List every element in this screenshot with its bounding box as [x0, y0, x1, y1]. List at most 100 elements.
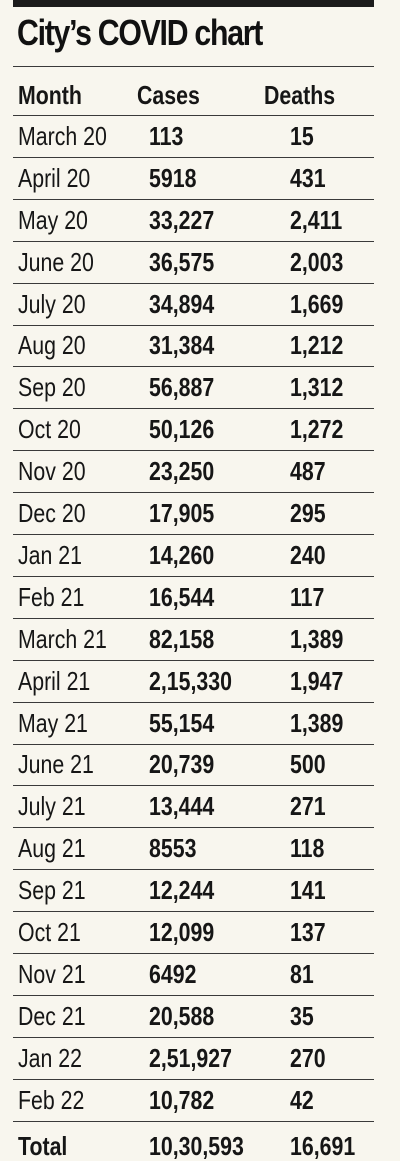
row-deaths: 431	[290, 162, 326, 193]
row-rule	[13, 1036, 374, 1038]
row-rule	[13, 1078, 374, 1080]
row-month: March 20	[18, 120, 107, 151]
row-month: July 20	[18, 288, 86, 319]
column-header-cases: Cases	[137, 80, 200, 110]
row-rule	[13, 911, 374, 913]
row-rule	[13, 240, 374, 242]
row-month: June 21	[18, 749, 94, 780]
row-cases: 5918	[149, 162, 197, 193]
row-month: Feb 22	[18, 1084, 85, 1115]
title-rule	[13, 66, 374, 67]
row-month: Sep 20	[18, 372, 86, 403]
row-deaths: 1,389	[290, 707, 344, 738]
row-month: Feb 21	[18, 581, 85, 612]
row-deaths: 270	[290, 1042, 326, 1073]
row-rule	[13, 827, 374, 829]
row-cases: 56,887	[149, 372, 215, 403]
row-month: April 20	[18, 162, 91, 193]
row-rule	[13, 617, 374, 619]
total-deaths: 16,691	[290, 1130, 356, 1161]
row-rule	[13, 156, 374, 158]
row-deaths: 2,411	[290, 204, 343, 235]
row-cases: 10,782	[149, 1084, 215, 1115]
row-cases: 13,444	[149, 791, 215, 822]
row-deaths: 81	[290, 958, 314, 989]
row-cases: 31,384	[149, 330, 215, 361]
column-header-month: Month	[18, 80, 82, 110]
row-month: Oct 20	[18, 414, 81, 445]
row-cases: 6492	[149, 958, 197, 989]
row-month: Oct 21	[18, 917, 81, 948]
top-bar	[13, 0, 374, 7]
row-cases: 20,739	[149, 749, 215, 780]
row-deaths: 1,212	[290, 330, 344, 361]
row-deaths: 1,947	[290, 665, 344, 696]
row-deaths: 1,272	[290, 414, 344, 445]
chart-title: City’s COVID chart	[17, 12, 263, 53]
row-rule	[13, 324, 374, 326]
row-deaths: 137	[290, 917, 326, 948]
row-rule	[13, 869, 374, 871]
row-month: March 21	[18, 623, 107, 654]
row-rule	[13, 953, 374, 954]
row-cases: 17,905	[149, 498, 215, 529]
row-rule	[13, 408, 374, 410]
total-cases: 10,30,593	[149, 1130, 244, 1161]
row-cases: 12,244	[149, 875, 215, 906]
row-deaths: 1,389	[290, 623, 344, 654]
row-deaths: 487	[290, 456, 326, 487]
row-month: Aug 21	[18, 833, 86, 864]
row-month: Aug 20	[18, 330, 86, 361]
row-deaths: 15	[290, 120, 314, 151]
row-rule	[13, 701, 374, 703]
row-rule	[13, 450, 374, 452]
row-month: Jan 22	[18, 1042, 83, 1073]
row-month: Jan 21	[18, 539, 83, 570]
row-cases: 33,227	[149, 204, 215, 235]
total-label: Total	[18, 1130, 68, 1161]
row-rule	[13, 785, 374, 787]
row-deaths: 500	[290, 749, 326, 780]
row-month: Dec 20	[18, 498, 86, 529]
row-rule	[13, 534, 374, 535]
row-month: July 21	[18, 791, 86, 822]
row-cases: 82,158	[149, 623, 215, 654]
row-deaths: 117	[290, 581, 325, 612]
row-month: May 21	[18, 707, 88, 738]
row-rule	[13, 994, 374, 996]
row-rule	[13, 575, 374, 577]
row-cases: 34,894	[149, 288, 215, 319]
row-rule	[13, 282, 374, 284]
column-header-deaths: Deaths	[264, 80, 336, 110]
row-cases: 2,15,330	[149, 665, 232, 696]
row-rule	[13, 743, 374, 745]
row-cases: 14,260	[149, 539, 215, 570]
row-deaths: 271	[290, 791, 326, 822]
row-rule	[13, 115, 374, 116]
row-month: June 20	[18, 246, 94, 277]
row-rule	[13, 492, 374, 494]
row-month: Sep 21	[18, 875, 86, 906]
row-deaths: 118	[290, 833, 325, 864]
row-cases: 50,126	[149, 414, 215, 445]
row-cases: 2,51,927	[149, 1042, 232, 1073]
row-month: Dec 21	[18, 1000, 86, 1031]
row-deaths: 1,669	[290, 288, 344, 319]
row-cases: 16,544	[149, 581, 215, 612]
row-cases: 55,154	[149, 707, 215, 738]
row-cases: 23,250	[149, 456, 215, 487]
row-deaths: 1,312	[290, 372, 344, 403]
row-cases: 20,588	[149, 1000, 215, 1031]
row-deaths: 2,003	[290, 246, 344, 277]
row-cases: 113	[149, 120, 184, 151]
row-rule	[13, 659, 374, 661]
row-deaths: 35	[290, 1000, 314, 1031]
total-rule	[13, 1120, 374, 1122]
row-rule	[13, 366, 374, 368]
row-month: Nov 21	[18, 958, 86, 989]
row-deaths: 141	[290, 875, 326, 906]
row-month: April 21	[18, 665, 91, 696]
row-month: May 20	[18, 204, 88, 235]
row-cases: 36,575	[149, 246, 215, 277]
